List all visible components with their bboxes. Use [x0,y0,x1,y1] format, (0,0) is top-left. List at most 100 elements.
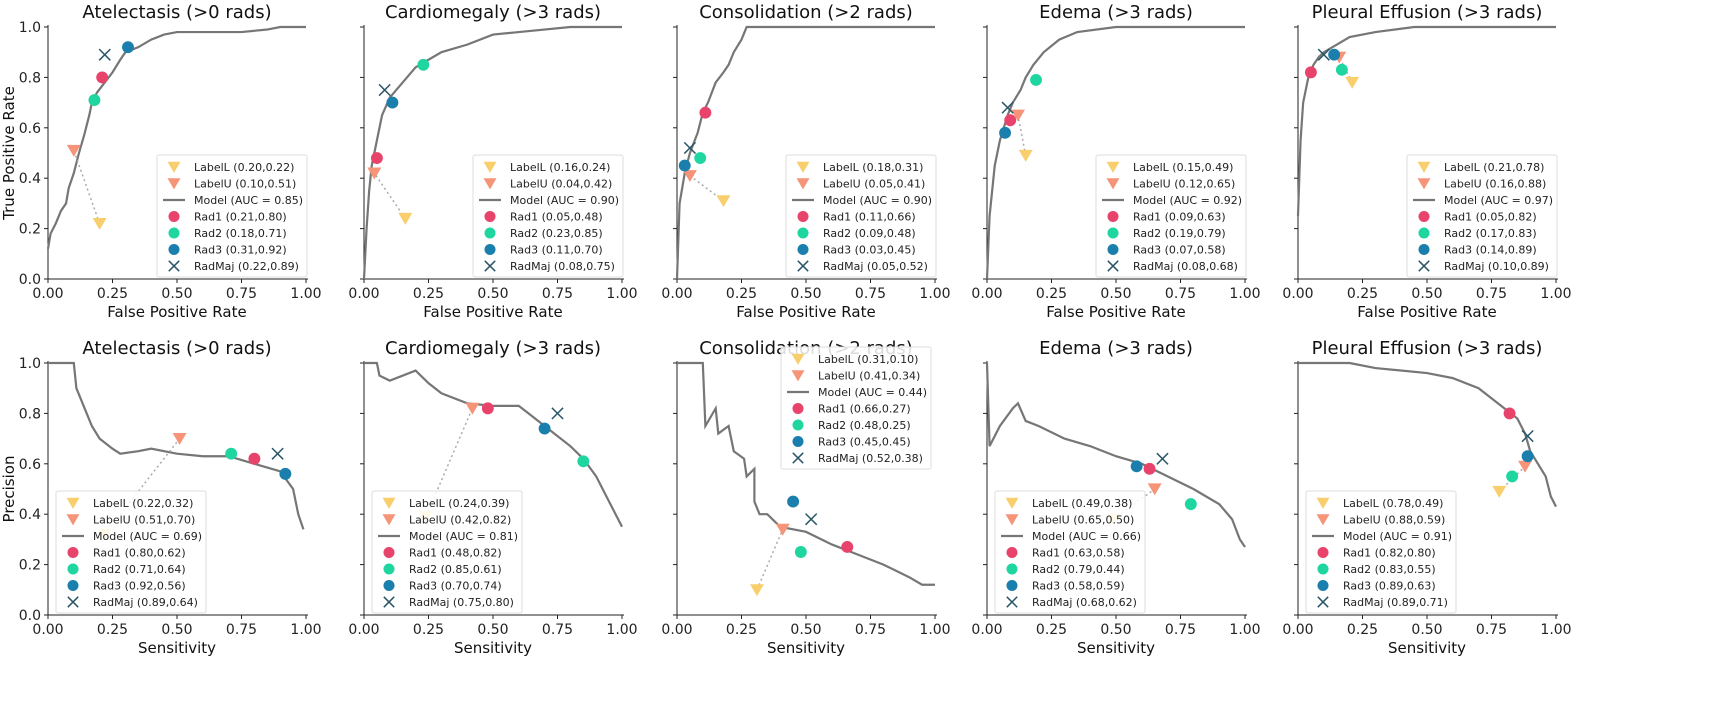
point-radmaj [805,513,818,526]
legend-box [1095,154,1247,278]
legend-marker-radmaj [792,452,804,464]
point-labelu [1518,460,1533,473]
legend-marker-labell [791,353,805,365]
y-axis-label: True Positive Rate [0,86,18,221]
legend-marker-labelu [1316,514,1330,526]
x-tick-label: 0.75 [226,622,257,638]
model-curve [985,25,1245,280]
x-axis-label: False Positive Rate [423,303,562,321]
point-labelu [465,402,480,415]
point-labell [1018,149,1033,162]
legend-marker-rad2 [1418,227,1430,239]
legend-label-labell: LabelL (0.49,0.38) [1032,497,1132,510]
x-tick-label: 1.00 [290,622,321,638]
point-radmaj [1317,48,1330,61]
x-tick-label: 0.25 [97,622,128,638]
legend-label-labell: LabelL (0.15,0.49) [1133,161,1233,174]
legend-label-labelu: LabelU (0.10,0.51) [194,178,296,191]
x-tick-label: 1.00 [1540,622,1571,638]
subplot-pr-1: 0.00 0.25 0.50 0.75 1.00 0.0 0.2 0.4 0.6 0.8 1.0 At… [0,338,322,657]
legend-marker-rad1 [1418,210,1430,223]
y-tick-label: 0.2 [19,222,41,238]
legend-marker-rad2 [383,563,395,575]
legend-label-rad1: Rad1 (0.80,0.62) [93,547,186,560]
legend-label-labelu: LabelU (0.04,0.42) [510,178,612,191]
legend-label-model: Model (AUC = 0.44) [818,386,927,399]
point-rad2 [694,152,707,164]
subplot-title: Edema (>3 rads) [1039,338,1193,359]
subplot-title: Consolidation (>2 rads) [699,2,913,23]
legend-label-model: Model (AUC = 0.66) [1032,530,1141,543]
point-rad3 [1521,450,1534,463]
legend-box [55,490,207,614]
legend-label-labell: LabelL (0.31,0.10) [818,353,918,366]
legend-marker-rad2 [168,227,180,239]
x-axis-label: False Positive Rate [1357,303,1496,321]
point-rad2 [1030,73,1042,86]
x-tick-label: 0.00 [971,622,1002,638]
legend-marker-radmaj [797,260,809,272]
point-rad3 [122,41,134,54]
legend-marker-rad1 [797,210,809,223]
legend-marker-rad1 [1317,546,1329,559]
legend-label-rad3: Rad3 (0.07,0.58) [1133,244,1226,257]
legend-label-model: Model (AUC = 0.97) [1444,194,1553,207]
legend: LabelL (0.15,0.49) LabelU (0.12,0.65) Mode… [1095,154,1247,278]
point-labelu [66,144,81,157]
x-tick-label: 1.00 [1229,286,1260,302]
legend: LabelL (0.22,0.32) LabelU (0.51,0.70) Mode… [55,490,207,614]
legend-label-rad2: Rad2 (0.23,0.85) [510,227,603,240]
legend-label-radmaj: RadMaj (0.10,0.89) [1444,260,1549,273]
x-axis-label: Sensitivity [767,639,845,657]
legend-label-labell: LabelL (0.78,0.49) [1343,497,1443,510]
legend: LabelL (0.20,0.22) LabelU (0.10,0.51) Mode… [156,154,308,278]
y-tick-label: 0.8 [19,70,41,86]
y-tick-label: 0.6 [19,457,41,473]
x-tick-label: 0.25 [97,286,128,302]
point-labelu [682,170,697,182]
legend-label-rad1: Rad1 (0.66,0.27) [818,403,911,416]
y-tick-label: 0.4 [19,171,41,187]
y-tick-label: 0.0 [19,272,41,288]
legend-marker-radmaj [1107,260,1119,272]
legend-label-radmaj: RadMaj (0.89,0.64) [93,596,198,609]
legend-label-rad3: Rad3 (0.03,0.45) [823,244,916,257]
legend-marker-radmaj [67,596,79,608]
legend-marker-labell [66,497,80,509]
legend-marker-labell [1005,497,1019,509]
legend-marker-labelu [382,514,396,526]
point-rad2 [794,546,807,558]
legend-label-labell: LabelL (0.24,0.39) [409,497,509,510]
legend: LabelL (0.31,0.10) LabelU (0.41,0.34) Mode… [780,346,932,470]
x-tick-label: 0.00 [32,286,63,302]
legend-box [1305,490,1457,614]
x-tick-label: 0.50 [161,286,192,302]
x-tick-label: 0.50 [477,286,508,302]
legend-label-rad1: Rad1 (0.82,0.80) [1343,547,1436,560]
subplot-roc-2: 0.00 0.25 0.50 0.75 1.00 Cardiomegaly (>3 rad… [348,2,637,321]
point-radmaj [98,48,111,61]
model-curve [1298,361,1557,508]
legend-box [156,154,308,278]
legend-marker-labelu [791,370,805,382]
legend-label-radmaj: RadMaj (0.68,0.62) [1032,596,1137,609]
legend-label-radmaj: RadMaj (0.05,0.52) [823,260,928,273]
legend-label-model: Model (AUC = 0.91) [1343,530,1452,543]
legend-label-radmaj: RadMaj (0.08,0.75) [510,260,615,273]
legend-label-rad3: Rad3 (0.11,0.70) [510,244,603,257]
legend-marker-rad3 [1107,243,1119,256]
x-tick-label: 0.25 [1036,286,1067,302]
legend-label-rad2: Rad2 (0.71,0.64) [93,563,186,576]
legend-box [472,154,624,278]
x-tick-label: 0.25 [726,622,757,638]
legend-label-rad2: Rad2 (0.85,0.61) [409,563,502,576]
legend-marker-labelu [1005,514,1019,526]
legend-label-labelu: LabelU (0.12,0.65) [1133,178,1235,191]
legend-label-rad1: Rad1 (0.09,0.63) [1133,211,1226,224]
legend-label-labelu: LabelU (0.16,0.88) [1444,178,1546,191]
legend-label-labelu: LabelU (0.42,0.82) [409,514,511,527]
legend-marker-labell [483,161,497,173]
point-radmaj [1521,429,1534,443]
legend-marker-labell [1106,161,1120,173]
